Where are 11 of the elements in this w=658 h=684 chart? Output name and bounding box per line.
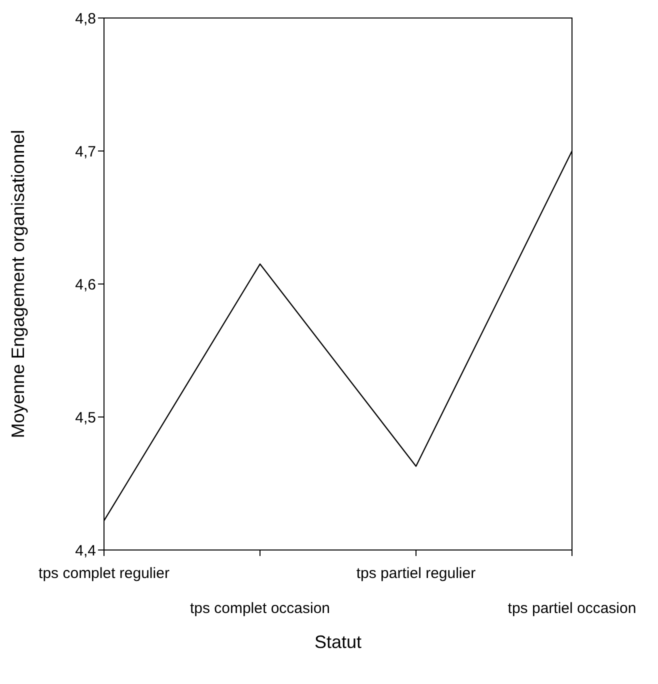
x-tick-label: tps partiel regulier — [356, 565, 476, 582]
y-tick-label: 4,8 — [75, 10, 96, 28]
y-tick-label: 4,5 — [75, 409, 96, 426]
y-axis-title: Moyenne Engagement organisationnel — [8, 130, 28, 438]
x-tick-label: tps partiel occasion — [508, 600, 636, 617]
x-tick-label: tps complet regulier — [38, 565, 170, 582]
y-tick-label: 4,6 — [75, 276, 96, 294]
x-axis-title: Statut — [314, 632, 362, 652]
y-tick-label: 4,7 — [75, 143, 96, 160]
x-tick-label: tps complet occasion — [190, 600, 330, 617]
y-tick-label: 4,4 — [75, 542, 96, 560]
